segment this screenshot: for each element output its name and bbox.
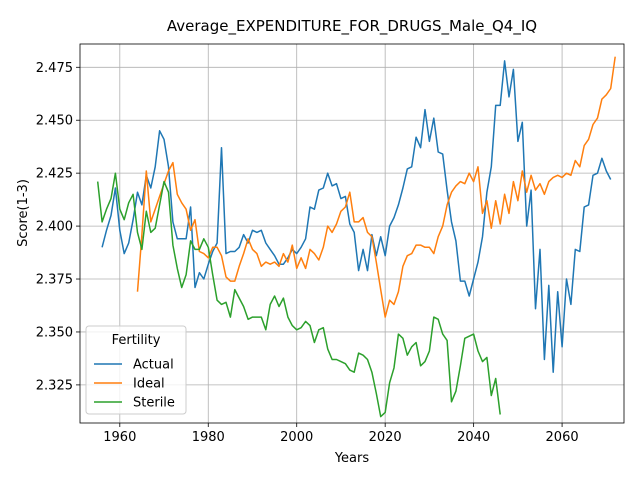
y-axis-ticks: 2.325 2.350 2.375 2.400 2.425 2.450 2.475 — [36, 61, 80, 393]
grid-lines — [80, 44, 624, 423]
legend: Fertility Actual Ideal Sterile — [85, 325, 187, 415]
x-tick-label: 1960 — [103, 430, 136, 445]
series-line-actual — [101, 60, 612, 373]
x-axis-title: Years — [334, 451, 370, 466]
x-tick-label: 2040 — [457, 430, 490, 445]
y-tick-label: 2.375 — [36, 273, 73, 288]
legend-label-sterile: Sterile — [133, 396, 175, 411]
series-line-sterile — [96, 172, 501, 418]
x-axis-ticks: 1960 1980 2000 2020 2040 2060 — [103, 423, 579, 445]
plot-frame — [79, 43, 625, 424]
x-tick-label: 2020 — [369, 430, 402, 445]
x-tick-label: 1980 — [192, 430, 225, 445]
y-tick-label: 2.450 — [36, 114, 73, 129]
y-axis-title: Score(1-3) — [16, 179, 31, 247]
legend-items: Actual Ideal Sterile — [94, 358, 175, 411]
y-tick-label: 2.350 — [36, 325, 73, 340]
legend-title: Fertility — [112, 333, 161, 348]
chart-title: Average_EXPENDITURE_FOR_DRUGS_Male_Q4_IQ — [167, 17, 537, 36]
legend-box — [85, 325, 187, 415]
series-line-ideal — [136, 56, 616, 318]
x-tick-label: 2000 — [280, 430, 313, 445]
x-tick-label: 2060 — [546, 430, 579, 445]
series-lines — [96, 56, 616, 418]
y-tick-label: 2.325 — [36, 378, 73, 393]
y-tick-label: 2.400 — [36, 220, 73, 235]
legend-label-actual: Actual — [133, 358, 174, 373]
legend-label-ideal: Ideal — [133, 377, 165, 392]
y-tick-label: 2.425 — [36, 167, 73, 182]
y-tick-label: 2.475 — [36, 61, 73, 76]
